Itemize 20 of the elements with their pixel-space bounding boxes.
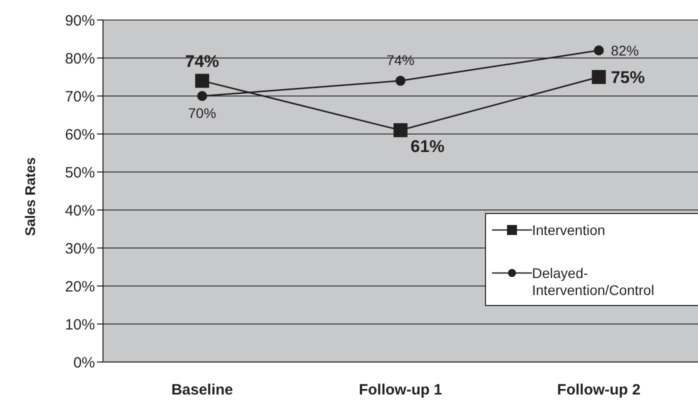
data-label: 70% — [188, 105, 216, 121]
y-tick-label: 70% — [64, 88, 95, 106]
legend-label: Delayed-Intervention/Control — [532, 265, 656, 299]
y-tick-label: 90% — [64, 12, 95, 30]
y-tick-label: 20% — [64, 278, 95, 296]
data-label: 82% — [610, 42, 639, 58]
x-tick-label: Baseline — [171, 382, 234, 399]
x-tick-label: Follow-up 2 — [557, 382, 640, 399]
data-label: 75% — [610, 68, 645, 87]
y-axis-title: Sales Rates — [22, 157, 38, 236]
y-tick-label: 80% — [64, 50, 95, 68]
x-tick-label: Follow-up 1 — [358, 382, 442, 399]
y-tick-label: 30% — [64, 240, 95, 258]
data-label: 61% — [410, 137, 445, 156]
legend-label: Intervention — [532, 222, 606, 239]
y-tick-label: 50% — [64, 164, 95, 182]
y-tick-label: 0% — [73, 354, 95, 372]
y-tick-label: 10% — [64, 316, 95, 334]
y-tick-label: 60% — [64, 126, 95, 144]
y-tick-label: 40% — [64, 202, 95, 220]
